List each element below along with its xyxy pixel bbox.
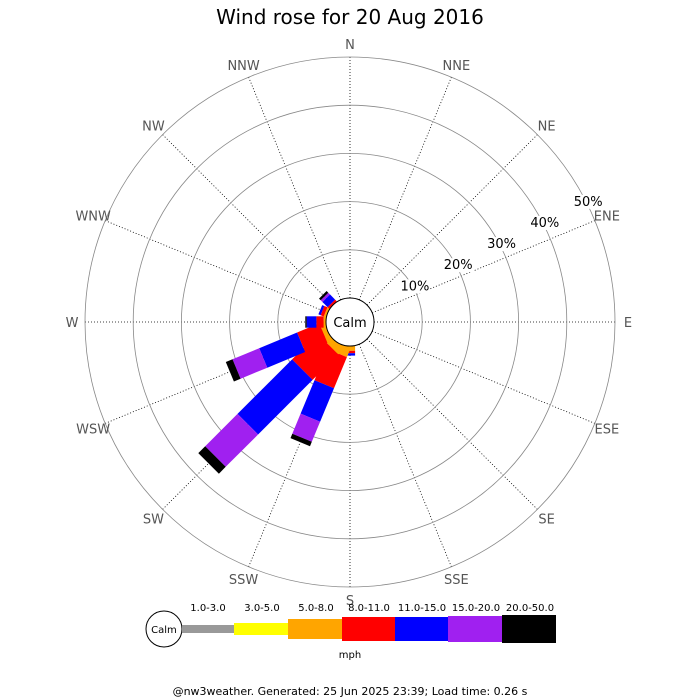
petal-w-20.0-50.0 (305, 316, 307, 328)
legend-label-1.0-3.0: 1.0-3.0 (190, 603, 225, 614)
direction-label-ne: NE (538, 119, 556, 134)
petal-sw-8.0-11.0 (292, 333, 339, 380)
petal-ssw-15.0-20.0 (292, 413, 321, 442)
ring-label-bg-20 (443, 258, 474, 273)
petal-wnw-8.0-11.0 (320, 306, 328, 317)
ring-30 (180, 152, 520, 492)
ring-40 (132, 104, 568, 540)
direction-label-n: N (345, 38, 355, 53)
petal-wsw-15.0-20.0 (232, 348, 268, 379)
legend-label-8.0-11.0: 8.0-11.0 (348, 603, 390, 614)
ring-label-bg-30 (486, 237, 517, 252)
legend-swatch-20.0-50.0 (502, 615, 556, 643)
petals (198, 291, 356, 474)
legend-label-3.0-5.0: 3.0-5.0 (244, 603, 279, 614)
ring-label-50: 50% (574, 195, 603, 210)
calm-circle (325, 297, 375, 347)
spoke-ne (366, 134, 538, 306)
legend-swatch-11.0-15.0 (395, 617, 448, 641)
petal-sw-20.0-50.0 (198, 446, 226, 474)
petal-sw-11.0-15.0 (237, 359, 313, 435)
petal-wsw-8.0-11.0 (297, 323, 328, 352)
direction-label-wsw: WSW (76, 422, 110, 437)
legend-swatch-3.0-5.0 (234, 623, 288, 635)
petal-nw-8.0-11.0 (327, 299, 337, 309)
spoke-nnw (248, 77, 342, 300)
petal-w-5.0-8.0 (323, 316, 326, 328)
petal-ssw-20.0-50.0 (290, 433, 312, 447)
spoke-nw (162, 134, 334, 306)
spoke-wnw (105, 220, 328, 314)
spoke-wsw (105, 330, 328, 424)
legend-label-15.0-20.0: 15.0-20.0 (452, 603, 500, 614)
spoke-ese (372, 330, 595, 424)
petal-wsw-11.0-15.0 (259, 332, 306, 368)
legend-swatch-5.0-8.0 (288, 619, 342, 639)
chart-title: Wind rose for 20 Aug 2016 (216, 5, 484, 29)
petal-ssw-11.0-15.0 (300, 380, 334, 422)
calm-label: Calm (333, 316, 366, 331)
legend-unit: mph (339, 650, 361, 661)
petal-wnw-11.0-15.0 (318, 305, 325, 316)
direction-label-e: E (624, 316, 632, 331)
legend-swatch-1.0-3.0 (182, 625, 234, 633)
spoke-ssw (248, 344, 342, 567)
legend: Calm 1.0-3.0 3.0-5.0 5.0-8.0 8.0-11.0 11.0-15… (145, 603, 556, 648)
legend-label-11.0-15.0: 11.0-15.0 (398, 603, 446, 614)
direction-label-se: SE (538, 513, 554, 528)
direction-label-nnw: NNW (227, 59, 259, 74)
legend-swatch-8.0-11.0 (342, 617, 395, 641)
direction-label-sse: SSE (444, 573, 469, 588)
direction-label-wnw: WNW (75, 210, 111, 225)
ring-10 (277, 249, 423, 395)
calm-circle-group: Calm (325, 297, 375, 347)
ring-label-10: 10% (400, 279, 429, 294)
ring-label-30: 30% (487, 237, 516, 252)
ring-label-bg-40 (529, 215, 560, 230)
direction-label-ene: ENE (594, 210, 620, 225)
direction-label-ese: ESE (594, 422, 619, 437)
petal-sw-15.0-20.0 (205, 413, 259, 467)
spoke-nne (358, 77, 452, 300)
legend-label-20.0-50.0: 20.0-50.0 (506, 603, 554, 614)
direction-label-nne: NNE (443, 59, 471, 74)
petal-w-11.0-15.0 (306, 316, 317, 328)
ring-label-40: 40% (530, 216, 559, 231)
polar-grid: N NNE NE ENE E ESE SE SSE S SSW SW WSW W WNW NW NNW (66, 38, 633, 609)
ring-labels: 10% 20% 30% 40% 50% (399, 194, 604, 294)
petal-nw-15.0-20.0 (320, 292, 330, 302)
petal-nw-20.0-50.0 (319, 291, 329, 301)
ring-50 (84, 56, 616, 588)
legend-swatch-15.0-20.0 (448, 616, 502, 642)
petal-w-8.0-11.0 (316, 316, 324, 328)
spoke-sse (358, 344, 452, 567)
ring-20 (229, 201, 471, 443)
petal-wsw-20.0-50.0 (225, 359, 241, 382)
petal-nw-11.0-15.0 (322, 294, 336, 308)
footer-text: @nw3weather. Generated: 25 Jun 2025 23:3… (173, 685, 528, 698)
legend-calm-label: Calm (151, 625, 177, 636)
direction-label-ssw: SSW (229, 573, 259, 588)
direction-label-w: W (66, 316, 79, 331)
ring-label-bg-50 (573, 194, 604, 209)
legend-label-5.0-8.0: 5.0-8.0 (298, 603, 333, 614)
direction-label-s: S (346, 594, 354, 609)
spoke-se (366, 338, 538, 510)
petal-ssw-8.0-11.0 (314, 349, 347, 389)
ring-label-20: 20% (444, 258, 473, 273)
petal-wnw-5.0-8.0 (323, 307, 330, 318)
ring-label-bg-10 (399, 279, 430, 294)
direction-label-sw: SW (143, 513, 164, 528)
direction-label-nw: NW (142, 119, 165, 134)
spoke-ene (372, 220, 595, 314)
